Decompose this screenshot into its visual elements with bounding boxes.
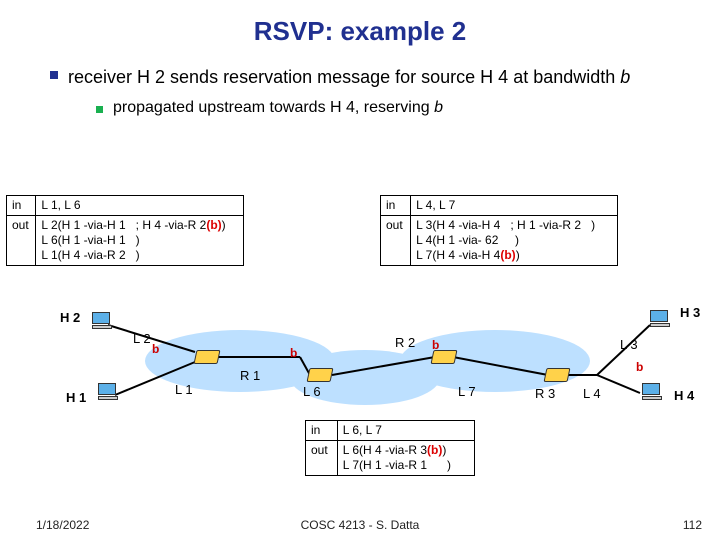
label-l6: L 6 xyxy=(303,384,321,399)
t: ) xyxy=(516,248,520,262)
t: L 2(H 1 -via-H 1 xyxy=(41,218,125,232)
left-out-label: out xyxy=(7,216,36,266)
t: L 6(H 4 -via-R 3 xyxy=(343,443,427,457)
label-l3: L 3 xyxy=(620,337,638,352)
routing-box-left: in L 1, L 6 out L 2(H 1 -via-H 1 ; H 4 -… xyxy=(6,195,244,266)
t: ) xyxy=(136,233,140,247)
label-l1: L 1 xyxy=(175,382,193,397)
bullet-sub-text: propagated upstream towards H 4, reservi… xyxy=(113,99,443,117)
bullet-main-b: b xyxy=(620,67,630,87)
t: L 1(H 4 -via-R 2 xyxy=(41,248,125,262)
host-h3 xyxy=(650,310,672,328)
label-h2: H 2 xyxy=(60,310,80,325)
footer-page: 112 xyxy=(683,518,702,532)
label-r3: R 3 xyxy=(535,386,555,401)
t: ) xyxy=(222,218,226,232)
t: ) xyxy=(591,218,595,232)
right-in-label: in xyxy=(381,196,411,216)
bullet-sub-pre: propagated upstream towards H 4, reservi… xyxy=(113,99,434,116)
bottom-out-label: out xyxy=(306,441,337,476)
router-r2-left xyxy=(307,368,334,382)
t: ) xyxy=(447,458,451,472)
t: ) xyxy=(442,443,446,457)
t: ) xyxy=(136,248,140,262)
host-h2 xyxy=(92,312,114,330)
b-on-l6: b xyxy=(290,346,297,360)
bullet-sub: propagated upstream towards H 4, reservi… xyxy=(50,89,698,117)
label-l4: L 4 xyxy=(583,386,601,401)
t: L 6(H 1 -via-H 1 xyxy=(41,233,125,247)
b-on-l2: b xyxy=(152,342,159,356)
t: L 4(H 1 -via- 62 xyxy=(416,233,498,247)
bottom-b1: (b) xyxy=(427,443,442,457)
sub-bullet-icon xyxy=(96,106,103,113)
routing-box-bottom: in L 6, L 7 out L 6(H 4 -via-R 3(b)) L 7… xyxy=(305,420,475,476)
right-b1: (b) xyxy=(500,248,515,262)
t: ; H 1 -via-R 2 xyxy=(510,218,581,232)
host-h1 xyxy=(98,383,120,401)
t: ; H 4 -via-R 2 xyxy=(136,218,207,232)
t: L 3(H 4 -via-H 4 xyxy=(416,218,500,232)
footer-center: COSC 4213 - S. Datta xyxy=(0,518,720,532)
router-r1 xyxy=(194,350,221,364)
right-in-val: L 4, L 7 xyxy=(411,196,617,216)
slide-title: RSVP: example 2 xyxy=(0,0,720,55)
label-h1: H 1 xyxy=(66,390,86,405)
t: ) xyxy=(515,233,519,247)
left-b1: (b) xyxy=(206,218,221,232)
bottom-in-val: L 6, L 7 xyxy=(337,421,474,441)
bottom-in-label: in xyxy=(306,421,337,441)
label-l7: L 7 xyxy=(458,384,476,399)
label-r2: R 2 xyxy=(395,335,415,350)
routing-box-right: in L 4, L 7 out L 3(H 4 -via-H 4 ; H 1 -… xyxy=(380,195,618,266)
label-h4: H 4 xyxy=(674,388,694,403)
label-h3: H 3 xyxy=(680,305,700,320)
right-out-vals: L 3(H 4 -via-H 4 ; H 1 -via-R 2 ) L 4(H … xyxy=(411,216,617,266)
right-out-label: out xyxy=(381,216,411,266)
router-r3 xyxy=(544,368,571,382)
label-l2: L 2 xyxy=(133,331,151,346)
t: L 7(H 1 -via-R 1 xyxy=(343,458,427,472)
bullet-icon xyxy=(50,71,58,79)
host-h4 xyxy=(642,383,664,401)
t: L 7(H 4 -via-H 4 xyxy=(416,248,500,262)
bullet-main-text: receiver H 2 sends reservation message f… xyxy=(68,65,630,89)
bullet-sub-b: b xyxy=(434,99,443,116)
router-r2-right xyxy=(431,350,458,364)
bottom-out-vals: L 6(H 4 -via-R 3(b)) L 7(H 1 -via-R 1 ) xyxy=(337,441,474,476)
bullet-main: receiver H 2 sends reservation message f… xyxy=(50,65,698,89)
b-on-l4: b xyxy=(636,360,643,374)
bullet-main-pre: receiver H 2 sends reservation message f… xyxy=(68,67,620,87)
left-in-label: in xyxy=(7,196,36,216)
left-in-val: L 1, L 6 xyxy=(36,196,243,216)
label-r1: R 1 xyxy=(240,368,260,383)
b-on-l7: b xyxy=(432,338,439,352)
left-out-vals: L 2(H 1 -via-H 1 ; H 4 -via-R 2(b)) L 6(… xyxy=(36,216,243,266)
